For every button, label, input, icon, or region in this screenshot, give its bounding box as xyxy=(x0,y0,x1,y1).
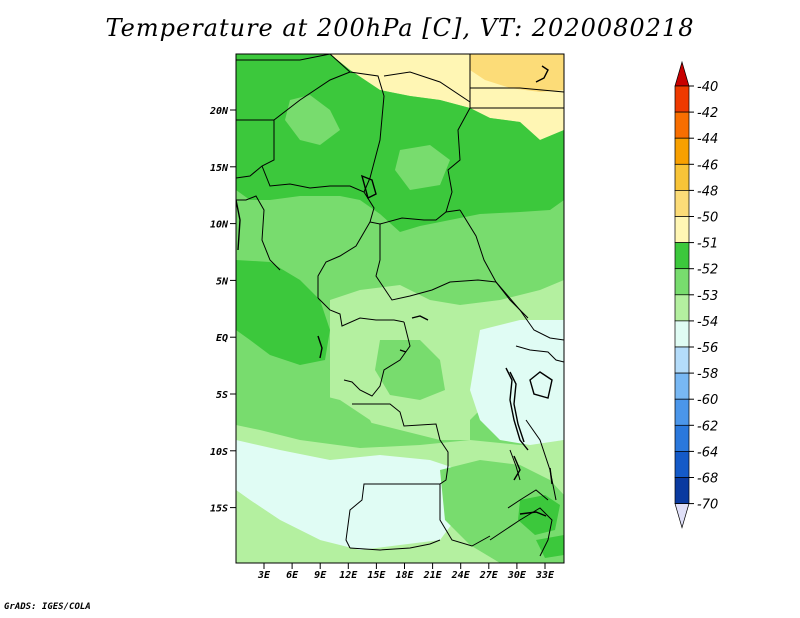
colorbar-label: -62 xyxy=(697,419,718,434)
lat-tick-label: EQ xyxy=(216,333,228,344)
colorbar-swatch xyxy=(674,320,690,348)
colorbar-label: -60 xyxy=(697,393,718,408)
latitude-axis: 20N 15N 10N 5N EQ 5S 10S 15S xyxy=(209,106,236,515)
lon-tick-label: 30E xyxy=(507,570,527,581)
colorbar-label: -46 xyxy=(697,158,718,173)
lon-tick-label: 9E xyxy=(314,570,327,581)
lon-tick-label: 18E xyxy=(395,570,414,581)
colorbar-swatch xyxy=(674,85,690,113)
lon-tick-label: 33E xyxy=(535,570,555,581)
lat-tick-label: 10S xyxy=(210,447,228,458)
colorbar-label: -53 xyxy=(697,289,718,304)
lat-tick-label: 15S xyxy=(210,504,228,515)
colorbar-label: -50 xyxy=(697,211,718,226)
lon-tick-label: 15E xyxy=(367,570,386,581)
colorbar-swatch xyxy=(674,163,690,191)
colorbar-label: -68 xyxy=(697,472,718,487)
colorbar-label: -44 xyxy=(697,132,718,147)
colorbar-label: -58 xyxy=(697,367,718,382)
colorbar: -40 -42 -44 -46 -48 -50 -51 -52 -53 -54 -56 -58 -60 -… xyxy=(674,60,718,529)
colorbar-label: -40 xyxy=(697,80,718,95)
colorbar-top-arrow xyxy=(674,60,690,87)
lat-tick-label: 5S xyxy=(216,390,228,401)
colorbar-label: -52 xyxy=(697,263,718,278)
colorbar-label: -51 xyxy=(697,237,718,252)
grads-credit: GrADS: IGES/COLA xyxy=(4,602,91,612)
map-frame xyxy=(235,53,565,564)
colorbar-swatch xyxy=(674,216,690,243)
colorbar-swatch xyxy=(674,137,690,165)
colorbar-swatch xyxy=(674,111,690,139)
colorbar-swatch xyxy=(674,424,690,452)
lon-tick-label: 3E xyxy=(257,570,271,581)
colorbar-label: -56 xyxy=(697,341,718,356)
lon-tick-label: 6E xyxy=(286,570,299,581)
colorbar-label: -54 xyxy=(697,315,718,330)
colorbar-swatch xyxy=(674,372,690,400)
country-borders xyxy=(236,54,564,557)
colorbar-swatch xyxy=(674,346,690,374)
lon-tick-label: 12E xyxy=(339,570,358,581)
lon-tick-label: 21E xyxy=(423,570,443,581)
colorbar-label: -48 xyxy=(697,184,718,199)
colorbar-label: -64 xyxy=(697,445,718,460)
lat-tick-label: 20N xyxy=(209,106,229,117)
colorbar-label: -42 xyxy=(697,106,718,121)
lat-tick-label: 15N xyxy=(210,163,229,174)
coastlines-lakes xyxy=(236,65,553,517)
longitude-axis: 3E 6E 9E 12E 15E 18E 21E 24E 27E 30E 33E xyxy=(257,563,555,581)
colorbar-swatch xyxy=(674,398,690,426)
lat-tick-label: 10N xyxy=(210,220,229,231)
map-title: Temperature at 200hPa [C], VT: 202008021… xyxy=(105,14,695,42)
colorbar-swatch xyxy=(674,268,690,296)
colorbar-swatch xyxy=(674,190,690,217)
lon-tick-label: 27E xyxy=(479,570,499,581)
lon-tick-label: 24E xyxy=(451,570,471,581)
colorbar-bottom-arrow xyxy=(674,503,690,529)
colorbar-swatch xyxy=(674,451,690,478)
colorbar-label: -70 xyxy=(697,498,718,513)
colorbar-swatch xyxy=(674,294,690,322)
lat-tick-label: 5N xyxy=(216,276,229,287)
colorbar-swatch xyxy=(674,477,690,504)
colorbar-swatch xyxy=(674,242,690,270)
temperature-field xyxy=(236,54,564,563)
